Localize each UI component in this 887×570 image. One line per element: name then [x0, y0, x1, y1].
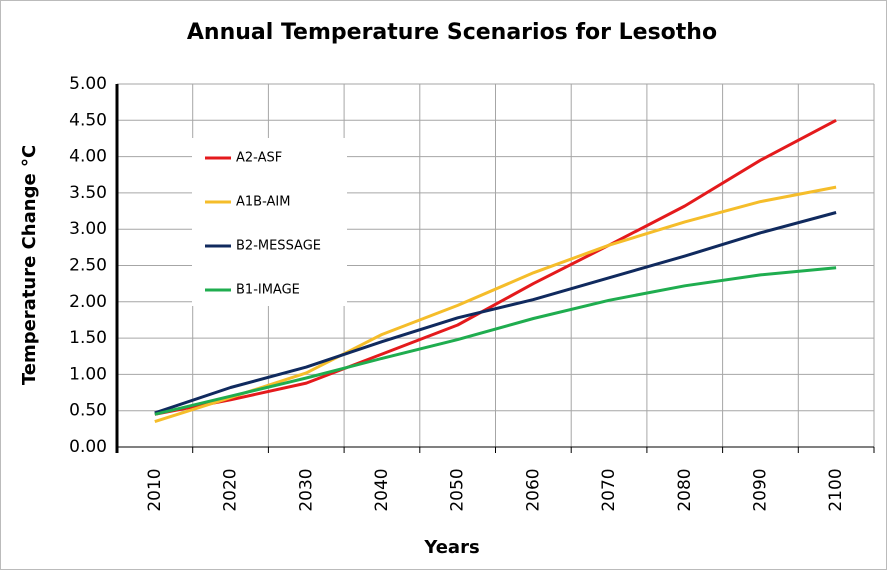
legend-box	[192, 138, 347, 306]
x-tick-label: 2070	[599, 468, 619, 511]
legend-label: A1B-AIM	[236, 195, 290, 210]
y-tick-label: 5.00	[69, 74, 107, 94]
legend-label: A2-ASF	[236, 151, 282, 166]
y-tick-label: 1.50	[69, 328, 107, 348]
y-tick-label: 2.00	[69, 292, 107, 312]
y-tick-label: 2.50	[69, 256, 107, 276]
y-tick-label: 3.50	[69, 183, 107, 203]
series-line	[154, 185, 837, 424]
y-tick-label: 4.50	[69, 110, 107, 130]
x-tick-label: 2080	[675, 468, 695, 511]
y-tick-label: 0.00	[69, 437, 107, 457]
legend-label: B1-IMAGE	[236, 283, 300, 298]
x-tick-label: 2060	[523, 468, 543, 511]
x-tick-label: 2020	[221, 468, 241, 511]
y-tick-label: 0.50	[69, 401, 107, 421]
x-tick-label: 2050	[448, 468, 468, 511]
x-tick-label: 2010	[145, 468, 165, 511]
series-line	[154, 118, 837, 416]
y-axis-label: Temperature Change °C	[19, 145, 40, 385]
x-axis-label: Years	[423, 537, 479, 558]
y-tick-label: 1.00	[69, 364, 107, 384]
y-tick-label: 4.00	[69, 147, 107, 167]
x-tick-label: 2040	[372, 468, 392, 511]
series-line	[154, 211, 837, 415]
x-tick-label: 2100	[826, 468, 846, 511]
y-tick-label: 3.00	[69, 219, 107, 239]
chart-title: Annual Temperature Scenarios for Lesotho	[187, 20, 717, 45]
legend-label: B2-MESSAGE	[236, 239, 321, 254]
x-tick-label: 2030	[296, 468, 316, 511]
series-line	[154, 266, 837, 416]
x-tick-label: 2090	[750, 468, 770, 511]
